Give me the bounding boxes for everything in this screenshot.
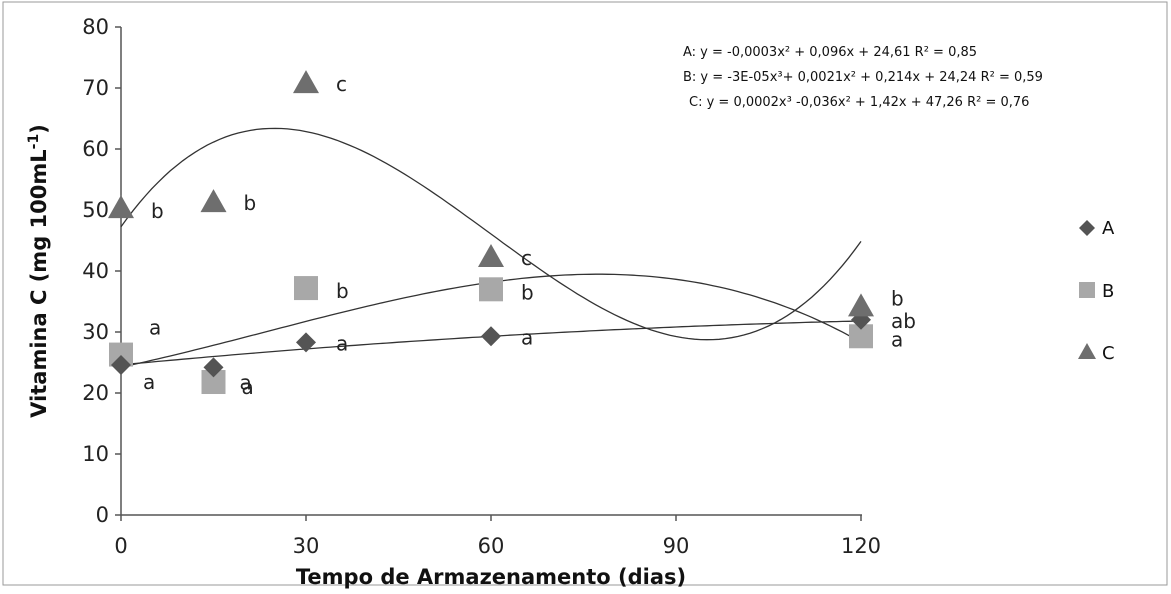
x-axis-title: Tempo de Armazenamento (dias) <box>296 565 686 589</box>
x-ticks: 0 30 60 90 120 <box>114 515 881 558</box>
x-tick-label: 0 <box>114 534 127 558</box>
point-label-a: a <box>521 325 533 349</box>
legend-label-a: A <box>1102 218 1115 239</box>
equation-c: C: y = 0,0002x³ -0,036x² + 1,42x + 47,26… <box>689 95 1029 110</box>
data-points <box>108 70 874 395</box>
legend-marker-b <box>1079 282 1095 298</box>
legend-label-c: C <box>1102 343 1115 364</box>
y-axis-title-main: Vitamina C (mg 100mL <box>27 149 51 417</box>
point-label-a: ab <box>891 309 916 333</box>
equation-b: B: y = -3E-05x³+ 0,0021x² + 0,214x + 24,… <box>683 70 1043 85</box>
legend-marker-a <box>1079 220 1095 236</box>
data-point-c <box>478 243 504 267</box>
point-label-c: c <box>521 246 532 270</box>
y-tick-label: 0 <box>96 503 109 527</box>
data-point-c <box>108 195 134 219</box>
y-tick-label: 60 <box>82 137 109 161</box>
legend-marker-c <box>1078 343 1096 359</box>
y-tick-label: 30 <box>82 320 109 344</box>
y-tick-label: 70 <box>82 76 109 100</box>
y-tick-label: 10 <box>82 442 109 466</box>
data-point-b <box>294 276 318 301</box>
y-tick-label: 40 <box>82 259 109 283</box>
x-tick-label: 90 <box>663 534 690 558</box>
point-label-b: a <box>891 327 903 351</box>
data-point-c <box>293 70 319 94</box>
y-tick-label: 80 <box>82 15 109 39</box>
point-label-a: a <box>143 370 155 394</box>
data-point-a <box>203 357 224 378</box>
fit-curve-c <box>120 127 862 341</box>
point-label-c: c <box>336 72 347 96</box>
point-label-a: a <box>336 331 348 355</box>
y-axis-title-sup: -1 <box>26 134 42 150</box>
y-axis-title: Vitamina C (mg 100mL-1) <box>26 124 51 418</box>
data-point-b <box>479 277 503 302</box>
legend-label-b: B <box>1102 281 1114 302</box>
point-label-c: b <box>891 286 904 310</box>
data-point-a <box>296 332 316 353</box>
point-label-c: b <box>244 191 257 215</box>
data-point-c <box>200 189 227 213</box>
point-label-b: b <box>336 279 349 303</box>
y-tick-label: 20 <box>82 381 109 405</box>
data-point-a <box>111 354 131 375</box>
data-point-a <box>481 326 501 347</box>
y-tick-label: 50 <box>82 198 109 222</box>
x-tick-label: 30 <box>293 534 320 558</box>
point-label-b: b <box>521 280 534 304</box>
equation-a: A: y = -0,0003x² + 0,096x + 24,61 R² = 0… <box>683 45 977 60</box>
point-label-c: b <box>151 199 164 223</box>
data-point-c <box>848 293 874 317</box>
y-axis-title-close: ) <box>27 124 51 134</box>
point-label-b: a <box>149 316 161 340</box>
legend: A B C <box>1078 218 1115 364</box>
point-label-b: a <box>242 375 254 399</box>
point-label-a: a <box>240 370 252 394</box>
x-tick-label: 60 <box>478 534 505 558</box>
y-ticks: 0 10 20 30 40 50 60 70 80 <box>82 15 121 527</box>
x-tick-label: 120 <box>841 534 881 558</box>
